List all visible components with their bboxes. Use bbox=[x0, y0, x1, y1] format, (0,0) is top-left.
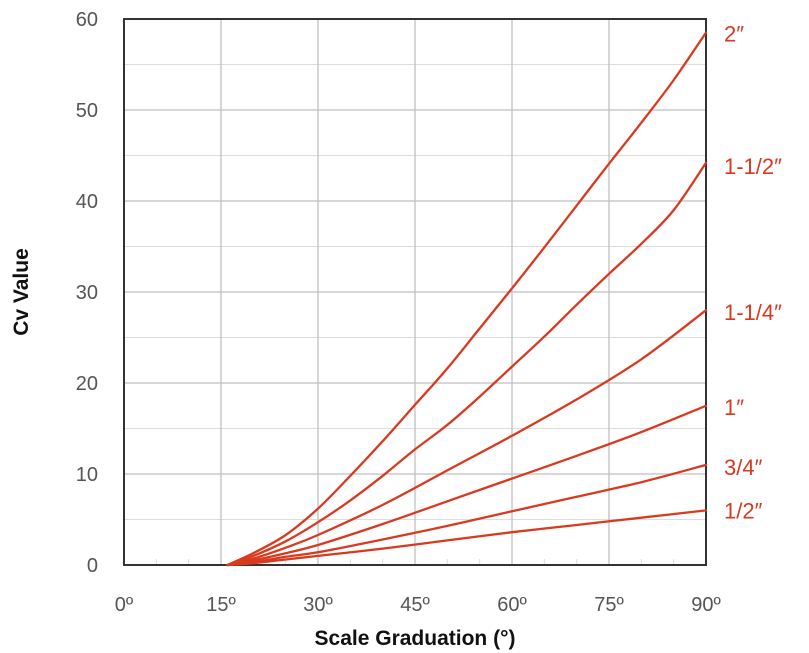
series-label: 3/4″ bbox=[724, 455, 763, 480]
x-tick-label: 0º bbox=[115, 594, 134, 616]
series-line bbox=[226, 404, 708, 567]
x-tick-label: 90º bbox=[691, 594, 721, 616]
y-axis-title: Cv Value bbox=[10, 248, 33, 336]
y-tick-label: 50 bbox=[76, 100, 98, 122]
series-line bbox=[226, 309, 708, 567]
series-label: 1″ bbox=[724, 395, 744, 420]
tick-labels: 0º 15º 30º 45º 60º 75º 90º 0 10 20 30 40 50 60 bbox=[76, 9, 722, 616]
series-label: 1-1/4″ bbox=[724, 300, 782, 325]
y-tick-label: 60 bbox=[76, 9, 98, 31]
x-tick-label: 30º bbox=[303, 594, 333, 616]
x-tick-label: 75º bbox=[594, 594, 624, 616]
series-line bbox=[226, 161, 708, 567]
grid bbox=[124, 19, 706, 565]
series-labels: 2″ 1-1/2″ 1-1/4″ 1″ 3/4″ 1/2″ bbox=[724, 22, 782, 524]
y-tick-label: 10 bbox=[76, 464, 98, 486]
series-lines bbox=[226, 31, 708, 567]
series-line bbox=[226, 463, 708, 567]
y-tick-label: 20 bbox=[76, 373, 98, 395]
series-label: 2″ bbox=[724, 22, 744, 47]
y-tick-label: 0 bbox=[87, 555, 98, 577]
x-axis-title: Scale Graduation (°) bbox=[315, 627, 516, 650]
series-line bbox=[226, 509, 708, 567]
x-tick-label: 60º bbox=[497, 594, 527, 616]
x-tick-label: 15º bbox=[206, 594, 236, 616]
series-line bbox=[226, 31, 708, 567]
series-label: 1/2″ bbox=[724, 498, 763, 523]
series-label: 1-1/2″ bbox=[724, 154, 782, 179]
y-tick-label: 40 bbox=[76, 191, 98, 213]
y-tick-label: 30 bbox=[76, 282, 98, 304]
plot-frame bbox=[123, 18, 707, 566]
x-tick-label: 45º bbox=[400, 594, 430, 616]
